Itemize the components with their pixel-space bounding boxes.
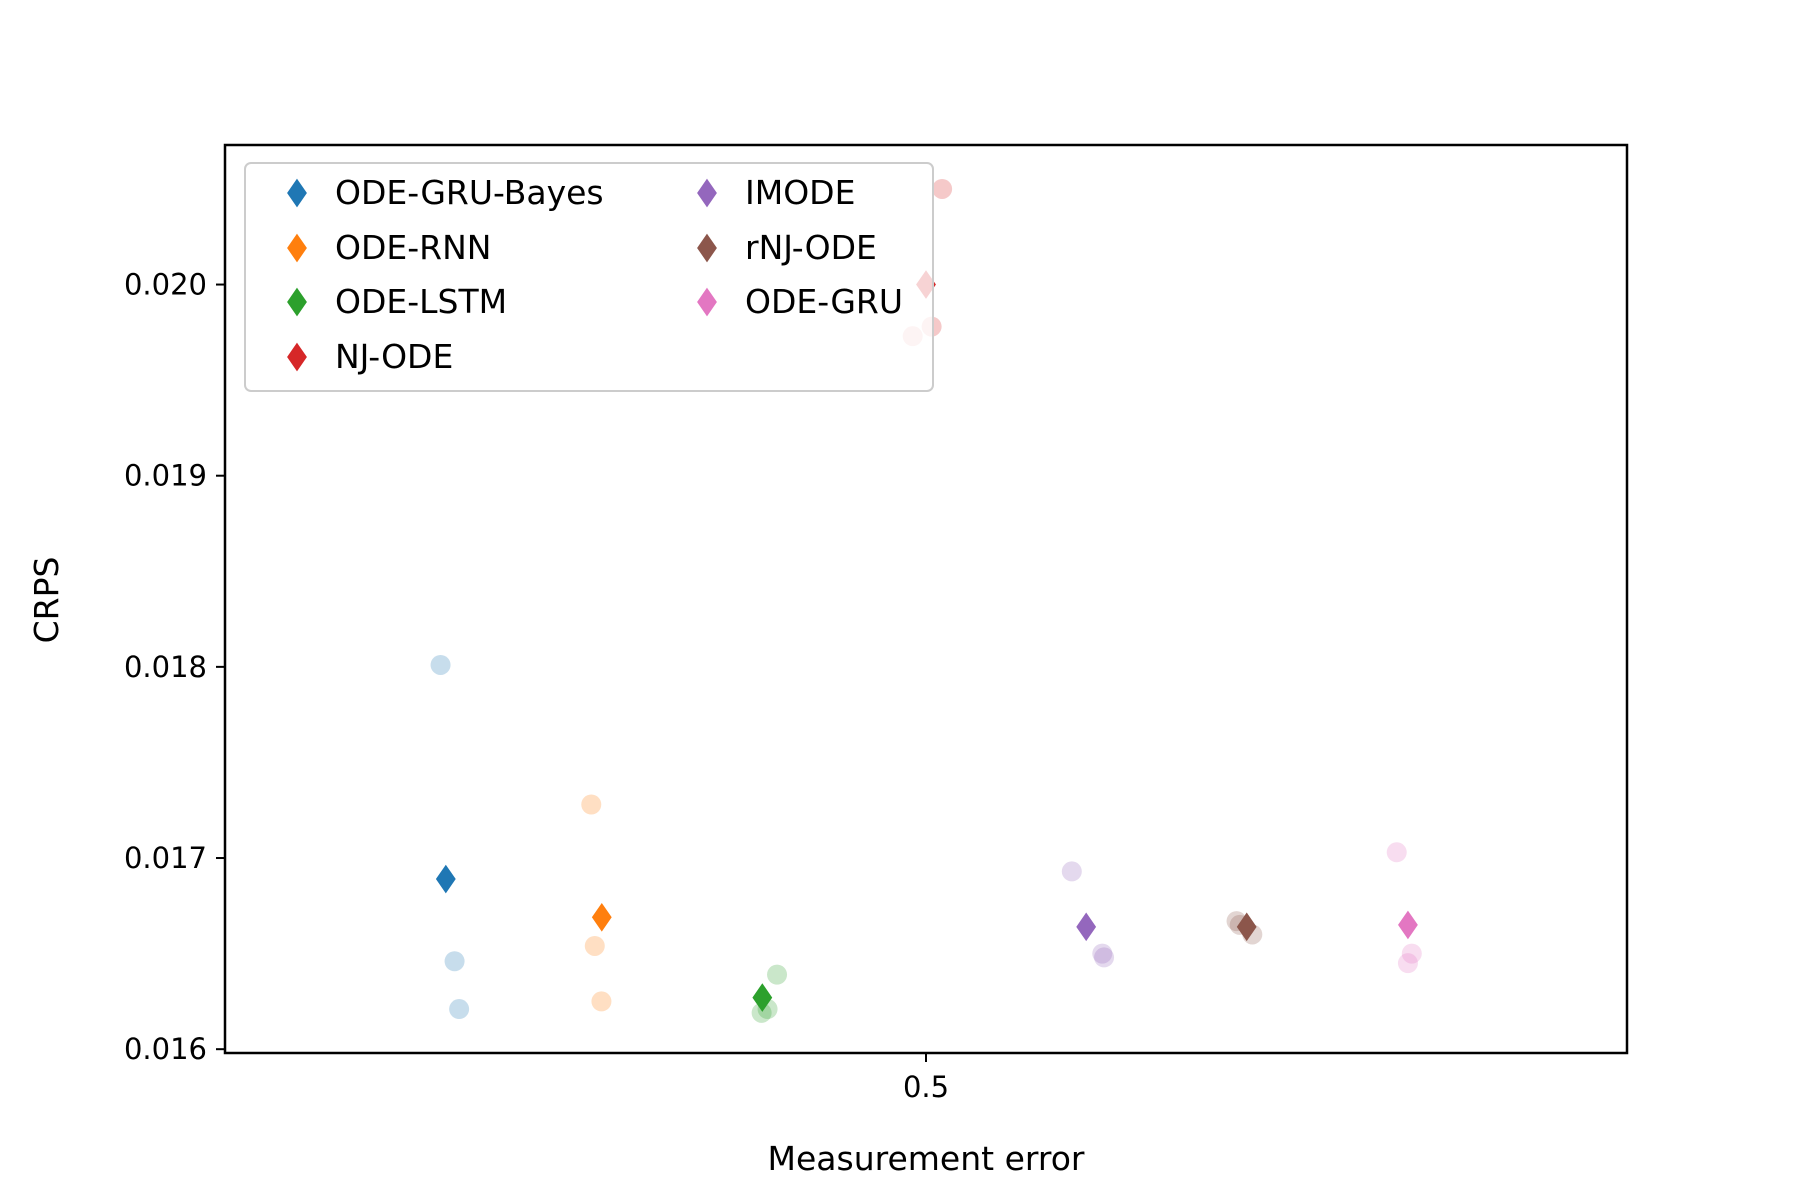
mean-marker-ode-gru-bayes [435, 864, 456, 894]
legend-marker-ode-gru-bayes [287, 178, 307, 208]
legend-box [244, 162, 934, 392]
run-point-ode-gru-2 [1401, 943, 1422, 964]
y-tick-label: 0.016 [124, 1032, 207, 1066]
legend-label-imode: IMODE [745, 173, 855, 212]
run-point-nj-ode-1 [932, 178, 953, 199]
legend-label-ode-lstm: ODE-LSTM [335, 282, 507, 321]
run-point-ode-gru-3 [1397, 953, 1418, 974]
mean-marker-ode-lstm [752, 983, 773, 1012]
run-point-ode-rnn-3 [591, 991, 612, 1012]
run-point-ode-gru-bayes-1 [430, 654, 451, 675]
run-point-imode-2 [1092, 943, 1113, 964]
run-point-ode-lstm-3 [751, 1002, 772, 1023]
run-point-ode-gru-bayes-3 [449, 999, 470, 1020]
y-tick-label: 0.018 [124, 650, 207, 684]
legend-marker-nj-ode [287, 342, 307, 372]
run-point-ode-gru-bayes-2 [444, 951, 465, 972]
run-point-ode-rnn-2 [584, 935, 605, 956]
run-point-ode-rnn-1 [581, 794, 602, 815]
mean-marker-ode-gru [1398, 910, 1418, 940]
legend-marker-imode [697, 178, 717, 208]
legend-marker-ode-rnn [287, 233, 307, 263]
legend-label-ode-gru-bayes: ODE-GRU-Bayes [335, 173, 604, 212]
run-point-ode-lstm-1 [767, 964, 788, 985]
x-axis-label: Measurement error [768, 1139, 1085, 1178]
legend: ODE-GRU-Bayes ODE-RNN ODE-LSTM NJ-ODE IMODE r… [244, 162, 934, 392]
mean-marker-rnj-ode [1236, 912, 1257, 942]
y-tick-label: 0.020 [124, 268, 207, 302]
mean-marker-imode [1076, 912, 1097, 942]
mean-marker-ode-rnn [591, 902, 612, 932]
legend-marker-ode-lstm [287, 287, 307, 317]
run-point-imode-1 [1061, 861, 1082, 882]
run-point-imode-3 [1094, 947, 1115, 968]
x-axis: 0.5 [903, 1053, 949, 1104]
y-tick-label: 0.017 [124, 841, 207, 875]
legend-label-rnj-ode: rNJ-ODE [745, 228, 877, 267]
legend-marker-ode-gru [697, 287, 717, 317]
x-tick-label: 0.5 [903, 1070, 949, 1104]
y-axis-label: CRPS [27, 557, 66, 644]
legend-marker-rnj-ode [697, 233, 717, 263]
y-tick-label: 0.019 [124, 459, 207, 493]
legend-label-ode-rnn: ODE-RNN [335, 228, 491, 267]
y-axis: 0.016 0.017 0.018 0.019 0.020 [124, 268, 225, 1066]
legend-label-ode-gru: ODE-GRU [745, 282, 903, 321]
legend-label-nj-ode: NJ-ODE [335, 337, 453, 376]
run-point-ode-gru-1 [1386, 842, 1407, 863]
